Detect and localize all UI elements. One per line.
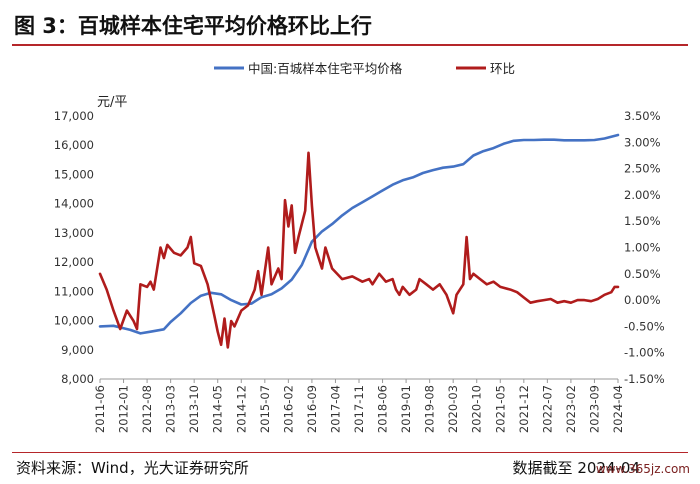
x-tick-label: 2013-03 xyxy=(164,385,178,433)
y-left-tick-label: 16,000 xyxy=(54,138,94,152)
y-left-tick-label: 15,000 xyxy=(54,167,94,181)
x-tick-label: 2021-12 xyxy=(517,385,531,433)
mom-series-line xyxy=(98,151,620,349)
y-right-tick-label: 2.50% xyxy=(624,162,661,176)
x-tick-label: 2017-11 xyxy=(352,385,366,433)
footer-rule xyxy=(12,452,688,453)
y-right-tick-label: 2.00% xyxy=(624,188,661,202)
x-tick-label: 2012-01 xyxy=(117,385,131,433)
x-tick-label: 2013-10 xyxy=(187,385,201,433)
legend: 中国:百城样本住宅平均价格 环比 xyxy=(214,61,515,76)
y-left-tick-label: 8,000 xyxy=(61,372,94,386)
y-right-tick-label: 3.50% xyxy=(624,109,661,123)
x-tick-label: 2018-06 xyxy=(376,385,390,433)
y-left-tick-label: 11,000 xyxy=(54,284,94,298)
chart: 8,000 9,000 10,000 11,000 12,000 13,000 14,000… xyxy=(54,61,665,433)
x-tick-label: 2012-08 xyxy=(140,385,154,433)
x-tick-label: 2019-08 xyxy=(423,385,437,433)
x-tick-label: 2020-03 xyxy=(446,385,460,433)
chart-title: 图 3：百城样本住宅平均价格环比上行 xyxy=(14,14,372,38)
x-tick-label: 2016-02 xyxy=(281,385,295,433)
y-right-tick-label: 1.50% xyxy=(624,214,661,228)
date-note: 数据截至 2024-04 xyxy=(512,459,640,477)
x-tick-label: 2019-01 xyxy=(399,385,413,433)
x-tick-label: 2023-09 xyxy=(587,385,601,433)
x-tick-label: 2020-10 xyxy=(470,385,484,433)
title-rule xyxy=(12,44,688,46)
x-tick-label: 2023-02 xyxy=(564,385,578,433)
y-right-tick-label: -1.50% xyxy=(624,372,665,386)
y-left-tick-label: 14,000 xyxy=(54,197,94,211)
x-tick-label: 2016-09 xyxy=(305,385,319,433)
y-right-tick-label: -1.00% xyxy=(624,346,665,360)
y-right-tick-label: 3.00% xyxy=(624,135,661,149)
y-right-tick-label: 0.00% xyxy=(624,293,661,307)
y-left-tick-label: 13,000 xyxy=(54,226,94,240)
y-right-tick-label: 1.00% xyxy=(624,241,661,255)
source-note: 资料来源：Wind，光大证券研究所 xyxy=(16,459,249,477)
x-tick-label: 2017-04 xyxy=(328,385,342,433)
legend-label: 环比 xyxy=(490,61,515,76)
plot-area xyxy=(98,133,620,349)
x-tick-label: 2014-12 xyxy=(234,385,248,433)
x-tick-label: 2014-05 xyxy=(211,385,225,433)
x-tick-label: 2024-04 xyxy=(611,385,625,433)
x-tick-label: 2021-05 xyxy=(493,385,507,433)
x-tick-label: 2011-06 xyxy=(93,385,107,433)
x-tick-label: 2015-07 xyxy=(258,385,272,433)
y-left-tick-label: 17,000 xyxy=(54,109,94,123)
y-left-tick-label: 10,000 xyxy=(54,314,94,328)
y-left-tick-label: 9,000 xyxy=(61,343,94,357)
y-left-tick-label: 12,000 xyxy=(54,255,94,269)
y-left-unit: 元/平 xyxy=(97,95,127,110)
legend-label: 中国:百城样本住宅平均价格 xyxy=(248,61,403,76)
x-tick-label: 2022-07 xyxy=(540,385,554,433)
watermark: www.365jz.com xyxy=(595,462,690,476)
price-series-line xyxy=(98,133,620,335)
axes: 8,000 9,000 10,000 11,000 12,000 13,000 14,000… xyxy=(54,95,665,433)
y-right-tick-label: -0.50% xyxy=(624,319,665,333)
y-right-tick-label: 0.50% xyxy=(624,267,661,281)
